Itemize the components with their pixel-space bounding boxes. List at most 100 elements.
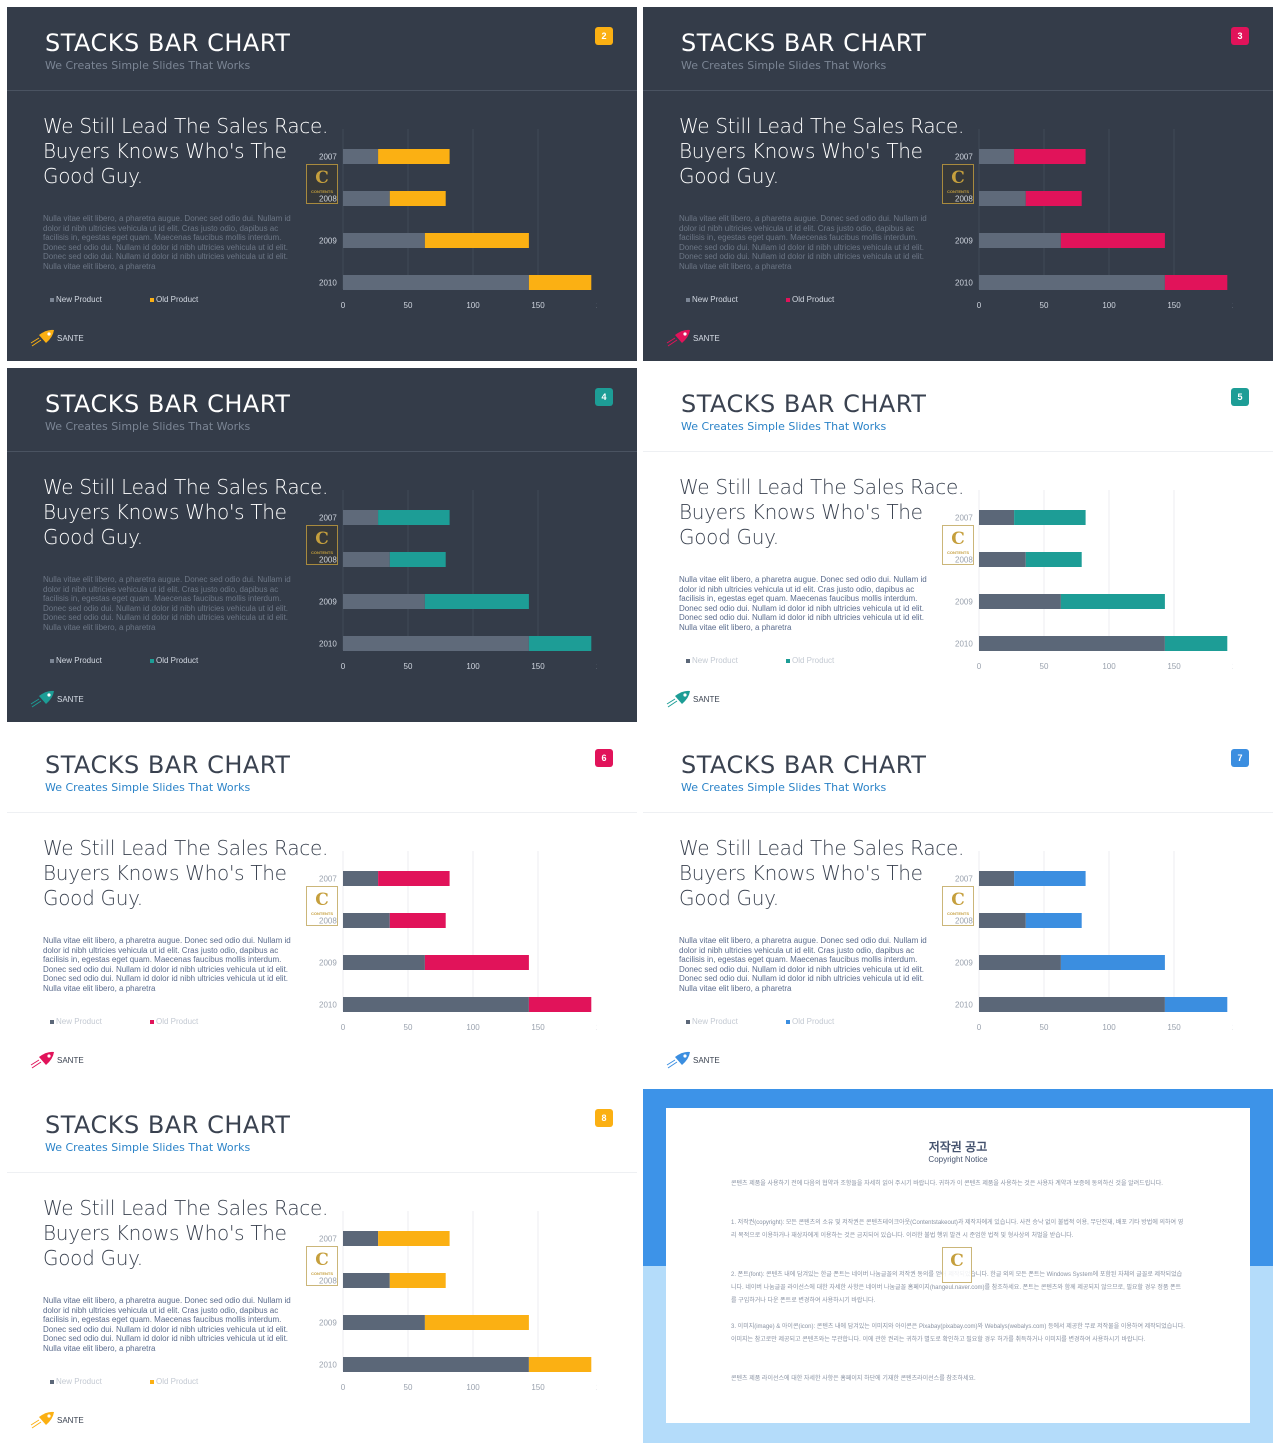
x-tick-label: 200 bbox=[1232, 1023, 1233, 1032]
bar-new-product bbox=[343, 1357, 529, 1372]
headline: We Still Lead The Sales Race. Buyers Kno… bbox=[679, 836, 964, 911]
x-tick-label: 100 bbox=[466, 1023, 480, 1032]
legend-label: Old Product bbox=[156, 656, 199, 665]
y-category-label: 2007 bbox=[955, 875, 973, 884]
stacked-bar-chart: 0 50 100 150 200 2007 2008 2009 2010 bbox=[319, 129, 597, 310]
bar-new-product bbox=[343, 636, 529, 651]
slide: STACKS BAR CHART We Creates Simple Slide… bbox=[7, 729, 637, 1083]
legend-item-new-product: New Product bbox=[50, 1017, 102, 1026]
legend-label: Old Product bbox=[156, 295, 199, 304]
headline-line: We Still Lead The Sales Race. bbox=[43, 836, 329, 860]
legend-item-old-product: Old Product bbox=[150, 1017, 198, 1026]
slide-number-badge: 7 bbox=[1231, 749, 1249, 767]
bar-old-product bbox=[389, 913, 446, 928]
x-tick-label: 0 bbox=[341, 1383, 346, 1392]
bar-new-product bbox=[979, 594, 1061, 609]
seal-letter: C bbox=[951, 168, 965, 188]
headline-line: Buyers Knows Who's The bbox=[679, 139, 923, 163]
x-tick-label: 150 bbox=[1167, 301, 1181, 310]
legend-label: Old Product bbox=[156, 1017, 199, 1026]
bar-old-product bbox=[389, 552, 446, 567]
bar-old-product bbox=[378, 149, 450, 164]
watermark-seal: C CONTENTS bbox=[942, 164, 974, 204]
brand-name: SANTE bbox=[57, 1416, 84, 1425]
headline-line: Good Guy. bbox=[43, 886, 143, 910]
x-tick-label: 0 bbox=[977, 1023, 982, 1032]
legend-label: Old Product bbox=[792, 1017, 835, 1026]
bar-new-product bbox=[979, 997, 1165, 1012]
x-tick-label: 200 bbox=[1232, 662, 1233, 671]
stacked-bar-chart: 0 50 100 150 200 2007 2008 2009 2010 bbox=[319, 851, 597, 1032]
bar-old-product bbox=[1014, 510, 1086, 525]
copyright-paragraph: 1. 저작권(copyright): 모든 콘텐츠의 소유 및 저작권은 콘텐츠… bbox=[731, 1220, 1184, 1239]
x-tick-label: 50 bbox=[1040, 662, 1049, 671]
legend-item-old-product: Old Product bbox=[786, 1017, 834, 1026]
watermark-seal: C bbox=[942, 1247, 972, 1283]
y-category-label: 2008 bbox=[319, 917, 337, 926]
x-tick-label: 50 bbox=[404, 1383, 413, 1392]
seal-letter: C bbox=[950, 1251, 964, 1271]
seal-letter: C bbox=[315, 1250, 329, 1270]
slide-title: STACKS BAR CHART bbox=[45, 29, 291, 57]
slide-title: STACKS BAR CHART bbox=[681, 390, 927, 418]
x-tick-label: 0 bbox=[977, 301, 982, 310]
slide-subtitle: We Creates Simple Slides That Works bbox=[45, 420, 251, 433]
y-category-label: 2010 bbox=[955, 279, 973, 288]
slide: STACKS BAR CHART We Creates Simple Slide… bbox=[7, 7, 637, 361]
slide-title: STACKS BAR CHART bbox=[681, 751, 927, 779]
headline-line: Good Guy. bbox=[43, 525, 143, 549]
headline-line: Good Guy. bbox=[679, 525, 779, 549]
rocket-icon bbox=[30, 329, 54, 347]
legend-swatch bbox=[50, 297, 54, 302]
headline: We Still Lead The Sales Race. Buyers Kno… bbox=[43, 475, 328, 550]
x-tick-label: 150 bbox=[531, 662, 545, 671]
legend-swatch bbox=[686, 297, 690, 302]
slide-number-badge: 6 bbox=[595, 749, 613, 767]
bar-old-product bbox=[1014, 871, 1086, 886]
headline-line: Good Guy. bbox=[679, 886, 779, 910]
legend-label: New Product bbox=[56, 1377, 102, 1386]
x-tick-label: 100 bbox=[466, 662, 480, 671]
legend-swatch bbox=[786, 1019, 790, 1024]
bar-new-product bbox=[343, 594, 425, 609]
x-tick-label: 50 bbox=[404, 301, 413, 310]
bar-new-product bbox=[343, 552, 390, 567]
x-tick-label: 100 bbox=[1102, 301, 1116, 310]
bar-new-product bbox=[979, 191, 1026, 206]
x-tick-label: 100 bbox=[466, 1383, 480, 1392]
slide: STACKS BAR CHART We Creates Simple Slide… bbox=[643, 368, 1273, 722]
brand-name: SANTE bbox=[693, 1056, 720, 1065]
bar-old-product bbox=[1164, 636, 1228, 651]
legend-item-old-product: Old Product bbox=[786, 656, 834, 665]
slide-title: STACKS BAR CHART bbox=[681, 29, 927, 57]
header-divider bbox=[7, 1172, 637, 1173]
slide: STACKS BAR CHART We Creates Simple Slide… bbox=[7, 1089, 637, 1443]
slide-number-badge: 3 bbox=[1231, 27, 1249, 45]
y-category-label: 2007 bbox=[319, 875, 337, 884]
bar-old-product bbox=[1025, 552, 1082, 567]
bar-old-product bbox=[378, 510, 450, 525]
x-tick-label: 50 bbox=[1040, 301, 1049, 310]
copyright-paragraph: 콘텐츠 제품을 사용하기 전에 다음의 협약과 조항들을 자세히 읽어 주시기 … bbox=[731, 1181, 1163, 1187]
x-tick-label: 0 bbox=[977, 662, 982, 671]
stacked-bar-chart: 0 50 100 150 200 2007 2008 2009 2010 bbox=[955, 129, 1233, 310]
bar-old-product bbox=[424, 955, 529, 970]
headline: We Still Lead The Sales Race. Buyers Kno… bbox=[43, 836, 329, 911]
x-tick-label: 150 bbox=[531, 301, 545, 310]
y-category-label: 2009 bbox=[955, 237, 973, 246]
slide-title: STACKS BAR CHART bbox=[45, 751, 291, 779]
seal-text: CONTENTS bbox=[947, 550, 969, 555]
slide-subtitle: We Creates Simple Slides That Works bbox=[681, 781, 887, 794]
legend-label: New Product bbox=[692, 295, 738, 304]
bar-new-product bbox=[343, 1231, 379, 1246]
y-category-label: 2007 bbox=[319, 153, 337, 162]
headline: We Still Lead The Sales Race. Buyers Kno… bbox=[43, 114, 328, 189]
slide: STACKS BAR CHART We Creates Simple Slide… bbox=[643, 7, 1273, 361]
slide-number-badge: 8 bbox=[595, 1109, 613, 1127]
legend-item-old-product: Old Product bbox=[786, 295, 834, 304]
bar-old-product bbox=[424, 1315, 529, 1330]
legend-item-new-product: New Product bbox=[50, 656, 102, 665]
rocket-icon bbox=[666, 1051, 690, 1069]
bar-old-product bbox=[1025, 191, 1082, 206]
headline-line: Good Guy. bbox=[43, 1246, 143, 1270]
